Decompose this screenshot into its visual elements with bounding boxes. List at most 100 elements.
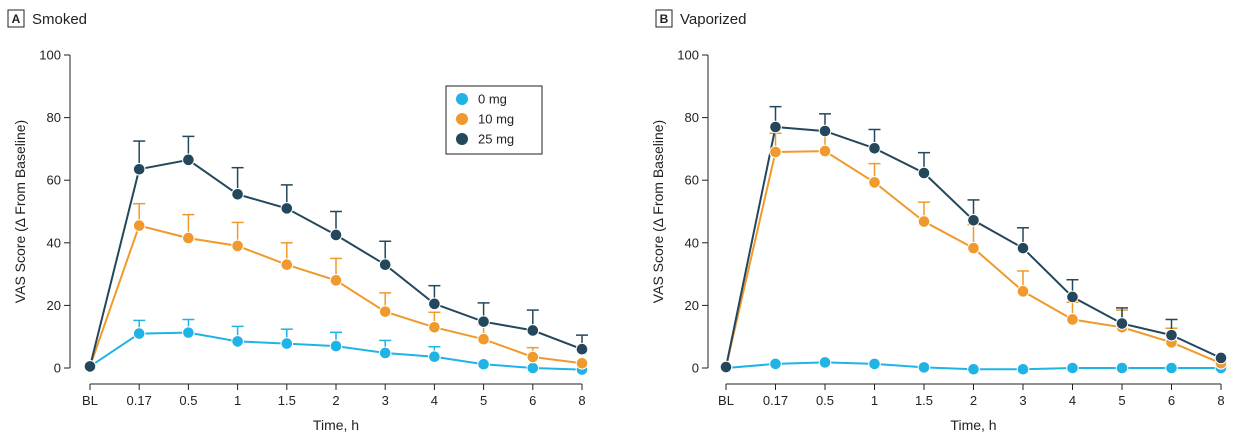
panel-a-header: A Smoked xyxy=(7,9,87,28)
data-point-10mg xyxy=(428,321,441,334)
data-point-0mg xyxy=(1016,362,1030,376)
x-tick-label: 1.5 xyxy=(915,393,933,408)
data-point-25mg xyxy=(231,187,244,201)
y-tick-label: 0 xyxy=(692,361,699,376)
y-axis-label: VAS Score (Δ From Baseline) xyxy=(12,120,28,303)
x-tick-label: BL xyxy=(718,393,734,408)
panel-b-plot: 0 20 40 60 80 100 BL 0.17 0.5 1 1.5 2 3 4 5 6 8 Time, h VA… xyxy=(650,48,1228,433)
panel-a-title: Smoked xyxy=(32,11,87,28)
data-point-0mg xyxy=(182,326,195,339)
data-point-10mg xyxy=(182,231,195,245)
data-point-25mg xyxy=(477,315,490,328)
data-point-0mg xyxy=(428,350,441,364)
data-point-0mg xyxy=(917,361,931,374)
x-tick-label: 2 xyxy=(970,393,977,408)
data-point-10mg xyxy=(818,144,832,158)
data-point-0mg xyxy=(477,357,490,371)
data-point-0mg xyxy=(868,357,881,371)
data-point-0mg xyxy=(1115,361,1129,375)
x-axis-label: Time, h xyxy=(950,417,996,433)
legend-label: 0 mg xyxy=(478,92,507,107)
data-point-25mg xyxy=(917,166,931,180)
y-tick-label: 20 xyxy=(47,298,61,313)
y-tick-label: 0 xyxy=(54,361,61,376)
data-point-25mg xyxy=(719,360,733,374)
data-point-10mg xyxy=(378,305,392,318)
x-tick-label: 6 xyxy=(1168,393,1175,408)
data-point-0mg xyxy=(1066,361,1079,375)
data-point-10mg xyxy=(1016,285,1030,298)
y-tick-label: 80 xyxy=(47,110,61,125)
data-point-25mg xyxy=(83,360,97,373)
data-point-0mg xyxy=(967,362,980,376)
data-point-0mg xyxy=(132,327,146,340)
data-point-25mg xyxy=(868,141,881,155)
x-tick-label: 5 xyxy=(1118,393,1125,408)
data-point-25mg xyxy=(428,297,441,311)
data-point-10mg xyxy=(329,274,343,287)
x-tick-label: BL xyxy=(82,393,98,408)
panel-b-header: B Vaporized xyxy=(655,9,746,28)
x-tick-label: 2 xyxy=(332,393,339,408)
y-tick-label: 60 xyxy=(47,173,61,188)
x-tick-label: 6 xyxy=(529,393,536,408)
legend-swatch xyxy=(456,133,468,145)
x-tick-label: 4 xyxy=(1069,393,1076,408)
data-point-10mg xyxy=(1066,313,1079,326)
data-point-10mg xyxy=(917,215,931,228)
x-tick-label: 8 xyxy=(578,393,585,408)
data-point-0mg xyxy=(280,337,294,350)
data-point-25mg xyxy=(132,162,146,176)
data-point-10mg xyxy=(526,350,540,364)
data-point-0mg xyxy=(526,361,540,375)
y-axis-label: VAS Score (Δ From Baseline) xyxy=(650,120,666,303)
data-point-25mg xyxy=(769,120,782,134)
x-tick-label: 0.5 xyxy=(179,393,197,408)
x-tick-label: 5 xyxy=(480,393,487,408)
data-point-25mg xyxy=(967,213,980,227)
data-point-25mg xyxy=(1165,328,1178,342)
y-tick-label: 100 xyxy=(677,48,699,63)
data-point-25mg xyxy=(1214,351,1228,365)
panel-a-letter-box xyxy=(7,9,25,28)
data-point-0mg xyxy=(231,335,244,348)
data-point-25mg xyxy=(818,124,832,138)
x-tick-label: 1 xyxy=(234,393,241,408)
x-tick-label: 0.17 xyxy=(763,393,788,408)
x-tick-label: 0.5 xyxy=(816,393,834,408)
y-tick-label: 60 xyxy=(685,173,699,188)
data-point-0mg xyxy=(769,357,782,371)
data-point-25mg xyxy=(526,324,540,337)
x-tick-label: 3 xyxy=(1019,393,1026,408)
series-line-10mg xyxy=(725,150,1222,368)
data-point-25mg xyxy=(280,202,294,215)
data-point-0mg xyxy=(818,356,832,369)
y-tick-label: 20 xyxy=(685,298,699,313)
data-point-25mg xyxy=(182,153,195,167)
data-point-10mg xyxy=(575,357,589,370)
data-point-10mg xyxy=(280,258,294,272)
x-tick-label: 8 xyxy=(1217,393,1224,408)
panel-a-plot: 0 20 40 60 80 100 BL 0.17 0.5 1 1.5 2 3 4 5 6 8 Time, h VA… xyxy=(12,48,589,433)
panel-a-letter: A xyxy=(12,12,21,26)
data-point-10mg xyxy=(967,241,980,255)
data-point-0mg xyxy=(1165,361,1178,375)
panel-b-title: Vaporized xyxy=(680,11,746,28)
legend: 0 mg 10 mg 25 mg xyxy=(445,85,543,155)
legend-label: 25 mg xyxy=(478,132,514,147)
data-point-25mg xyxy=(1016,241,1030,255)
x-tick-label: 4 xyxy=(431,393,438,408)
legend-swatch xyxy=(456,113,468,125)
y-tick-label: 40 xyxy=(685,235,699,250)
data-point-10mg xyxy=(769,145,782,159)
data-point-25mg xyxy=(575,342,589,356)
data-point-10mg xyxy=(477,332,490,346)
data-point-10mg xyxy=(868,176,881,189)
data-point-0mg xyxy=(378,346,392,360)
y-tick-label: 40 xyxy=(47,235,61,250)
y-tick-label: 100 xyxy=(39,48,61,63)
data-point-10mg xyxy=(132,219,146,232)
data-point-10mg xyxy=(231,239,244,253)
data-point-25mg xyxy=(378,258,392,272)
